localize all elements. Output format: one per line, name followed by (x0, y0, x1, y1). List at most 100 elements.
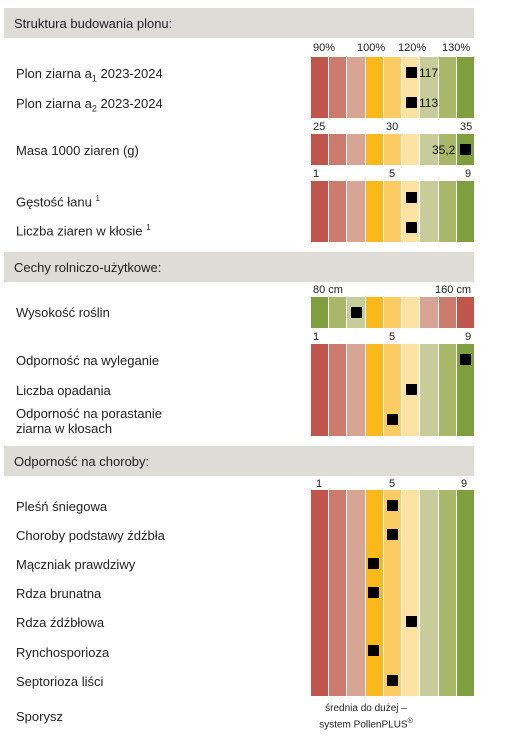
row-label-ergot: Sporysz (16, 709, 63, 724)
rating-bar-segment (438, 405, 457, 436)
rating-bar-segment (420, 490, 439, 520)
rating-bar-segment (347, 344, 366, 375)
scale-label-100: 100% (357, 42, 386, 54)
rating-bar-segment (365, 57, 384, 89)
rating-marker (406, 616, 417, 627)
scale-label-1: 1 (313, 331, 320, 343)
row-label-grains-per-ear: Liczba ziaren w kłosie 1 (16, 223, 151, 239)
rating-bar-segment (383, 181, 403, 212)
rating-bar-segment (438, 57, 457, 89)
row-label-stem-base-diseases: Choroby podstawy źdźbła (16, 528, 165, 543)
rating-bar-segment (329, 57, 348, 89)
section-title: Odporność na choroby: (14, 453, 150, 469)
rating-marker (460, 144, 471, 155)
scale-label-120: 120% (398, 42, 427, 54)
rating-bar-segment (383, 375, 403, 405)
rating-bar-segment (402, 520, 421, 550)
rating-bar-segment (456, 490, 474, 520)
rating-bar-segment (383, 297, 403, 328)
rating-bar-segment (383, 344, 403, 375)
rating-bar-brown-rust (311, 578, 474, 608)
rating-bar-segment (420, 212, 439, 242)
rating-bar-segment (438, 134, 457, 165)
rating-bar-segment (438, 666, 457, 696)
section-title: Cechy rolniczo-użytkowe: (14, 259, 162, 275)
rating-bar-segment (438, 297, 457, 328)
rating-bar-segment (365, 212, 384, 242)
yield-value-a1: 117 (419, 66, 439, 80)
rating-marker (406, 192, 417, 203)
rating-bar-segment (456, 212, 474, 242)
rating-bar-segment (329, 578, 348, 608)
scale-label-1: 1 (313, 168, 320, 180)
rating-bar-segment (347, 607, 366, 637)
rating-bar-segment (420, 134, 439, 165)
rating-bar-segment (438, 490, 457, 520)
rating-bar-segment (311, 181, 330, 212)
rating-bar-segment (311, 134, 330, 165)
row-label-yield-a2: Plon ziarna a2 2023-2024 (16, 96, 163, 114)
rating-bar-segment (347, 490, 366, 520)
rating-bar-segment (420, 637, 439, 667)
scale-label-9: 9 (465, 331, 472, 343)
rating-bar-segment (347, 666, 366, 696)
scale-label-160cm: 160 cm (435, 284, 472, 296)
rating-bar-segment (311, 297, 330, 328)
rating-bar-segment (311, 607, 330, 637)
rating-bar-segment (365, 88, 384, 118)
rating-bar-segment (456, 57, 474, 89)
scale-label-30: 30 (386, 121, 399, 133)
rating-bar-falling-number (311, 375, 474, 405)
rating-marker (460, 354, 471, 365)
rating-bar-segment (347, 578, 366, 608)
rating-bar-segment (311, 57, 330, 89)
rating-bar-segment (365, 181, 384, 212)
rating-bar-yield-a1 (311, 57, 474, 89)
rating-bar-segment (402, 549, 421, 579)
rating-bar-segment (329, 297, 348, 328)
rating-bar-segment (420, 520, 439, 550)
section-title: Struktura budowania plonu: (14, 15, 173, 31)
row-label-yield-a1: Plon ziarna a1 2023-2024 (16, 66, 163, 84)
rating-bar-segment (438, 607, 457, 637)
rating-bar-rhynchosporium (311, 637, 474, 667)
rating-bar-segment (402, 637, 421, 667)
rating-marker (368, 558, 379, 569)
rating-marker (406, 97, 417, 108)
rating-bar-segment (383, 607, 403, 637)
rating-bar-segment (311, 578, 330, 608)
rating-bar-segment (329, 344, 348, 375)
rating-bar-segment (420, 607, 439, 637)
rating-bar-segment (347, 405, 366, 436)
rating-bar-segment (456, 549, 474, 579)
rating-bar-segment (420, 405, 439, 436)
rating-bar-segment (420, 666, 439, 696)
tkw-value: 35,2 (432, 143, 456, 157)
rating-bar-segment (311, 212, 330, 242)
rating-bar-segment (420, 549, 439, 579)
rating-bar-yield-a2 (311, 88, 474, 118)
rating-bar-segment (365, 405, 384, 436)
rating-bar-segment (402, 405, 421, 436)
ergot-note: średnia do dużej – system PollenPLUS® (319, 703, 413, 731)
rating-bar-segment (438, 375, 457, 405)
rating-bar-segment (347, 212, 366, 242)
row-label-septoria-leaf: Septorioza liści (16, 674, 104, 689)
rating-bar-segment (456, 666, 474, 696)
rating-bar-segment (329, 212, 348, 242)
rating-bar-segment (311, 88, 330, 118)
rating-bar-segment (402, 578, 421, 608)
scale-label-1: 1 (316, 478, 323, 490)
rating-bar-segment (383, 637, 403, 667)
rating-bar-segment (365, 666, 384, 696)
yield-value-a2: 113 (419, 96, 439, 110)
rating-marker (351, 307, 362, 318)
rating-bar-segment (456, 607, 474, 637)
rating-marker (387, 675, 398, 686)
rating-bar-segment (311, 520, 330, 550)
rating-bar-segment (383, 88, 403, 118)
rating-bar-segment (438, 181, 457, 212)
rating-bar-segment (456, 578, 474, 608)
rating-bar-segment (456, 637, 474, 667)
rating-bar-segment (365, 490, 384, 520)
